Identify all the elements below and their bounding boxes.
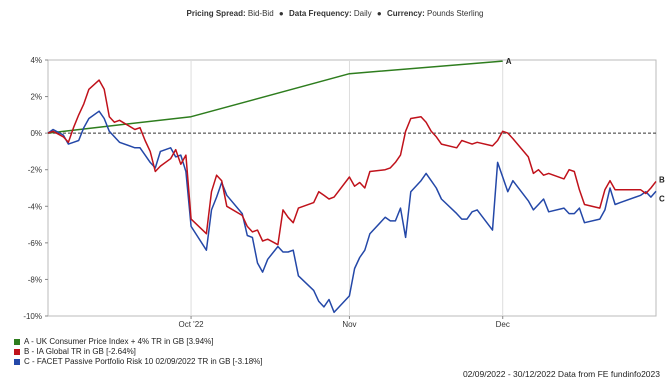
data-source-footer: 02/09/2022 - 30/12/2022 Data from FE fun…: [462, 369, 660, 379]
x-tick-label: Dec: [496, 320, 510, 329]
legend-swatch-c: [14, 359, 20, 365]
y-tick-label: -6%: [28, 239, 42, 248]
legend-item-a: A - UK Consumer Price Index + 4% TR in G…: [14, 337, 262, 347]
series-end-label-c: C: [659, 194, 665, 203]
legend-swatch-b: [14, 349, 20, 355]
currency-value: Pounds Sterling: [427, 9, 484, 18]
y-tick-label: -4%: [28, 202, 42, 211]
pricing-spread-label: Pricing Spread:: [186, 9, 246, 18]
chart-header: Pricing Spread: Bid-Bid ● Data Frequency…: [0, 9, 670, 18]
currency-label: Currency:: [386, 9, 425, 18]
legend-label-c: C - FACET Passive Portfolio Risk 10 02/0…: [24, 357, 263, 366]
x-tick-label: Nov: [342, 320, 356, 329]
legend-item-b: B - IA Global TR in GB [-2.64%]: [14, 347, 262, 357]
data-frequency-value: Daily: [353, 9, 372, 18]
series-end-label-b: B: [659, 175, 665, 184]
data-frequency-label: Data Frequency:: [288, 9, 352, 18]
x-tick-label: Oct '22: [179, 320, 205, 329]
y-tick-label: 0%: [30, 129, 42, 138]
pricing-spread-value: Bid-Bid: [247, 9, 274, 18]
y-tick-label: 2%: [30, 93, 42, 102]
legend-label-b: B - IA Global TR in GB [-2.64%]: [24, 347, 136, 356]
series-line-c: [47, 110, 657, 314]
legend-swatch-a: [14, 339, 20, 345]
bullet-separator: ●: [376, 9, 382, 18]
bullet-separator: ●: [278, 9, 284, 18]
y-tick-label: -2%: [28, 166, 42, 175]
y-tick-label: 4%: [30, 56, 42, 65]
series-line-a: [47, 60, 503, 134]
y-tick-label: -8%: [28, 275, 42, 284]
legend-item-c: C - FACET Passive Portfolio Risk 10 02/0…: [14, 357, 262, 367]
plot-area-frame: [47, 59, 657, 317]
chart-legend: A - UK Consumer Price Index + 4% TR in G…: [14, 337, 262, 367]
series-line-b: [47, 79, 657, 246]
legend-label-a: A - UK Consumer Price Index + 4% TR in G…: [24, 337, 214, 346]
series-end-label-a: A: [506, 57, 512, 66]
y-tick-label: -10%: [23, 312, 42, 321]
